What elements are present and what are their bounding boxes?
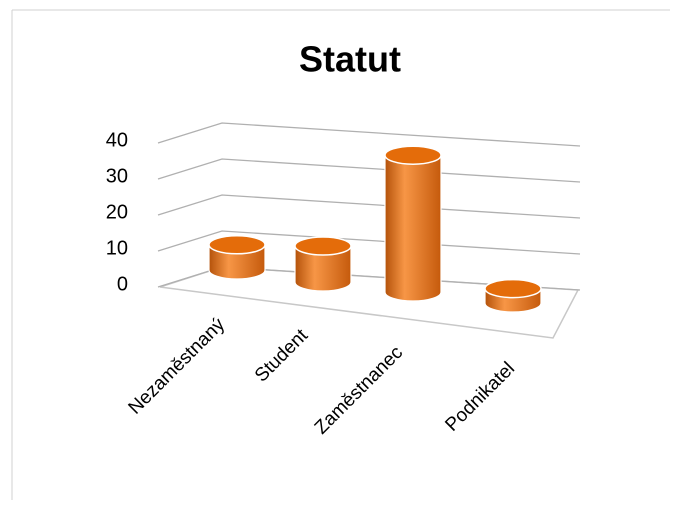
- grid-line: [157, 158, 581, 183]
- chart-title: Statut: [299, 39, 401, 80]
- y-tick-label: 20: [106, 201, 128, 223]
- y-tick-label: 10: [106, 237, 128, 259]
- y-tick-label: 0: [117, 273, 128, 295]
- bar: [384, 145, 442, 302]
- bar-body: [384, 154, 442, 302]
- y-tick-label: 40: [106, 129, 128, 151]
- bar-top: [484, 278, 542, 299]
- bar: [294, 236, 352, 292]
- y-tick-label: 30: [106, 165, 128, 187]
- bar-top: [208, 235, 266, 255]
- bar: [484, 278, 542, 313]
- grid-line: [157, 122, 581, 147]
- bar-body: [294, 245, 352, 292]
- grid-line: [157, 230, 581, 255]
- bar-top: [384, 145, 442, 165]
- bar-top: [294, 236, 352, 256]
- grid-line: [157, 194, 581, 219]
- bar: [208, 235, 266, 280]
